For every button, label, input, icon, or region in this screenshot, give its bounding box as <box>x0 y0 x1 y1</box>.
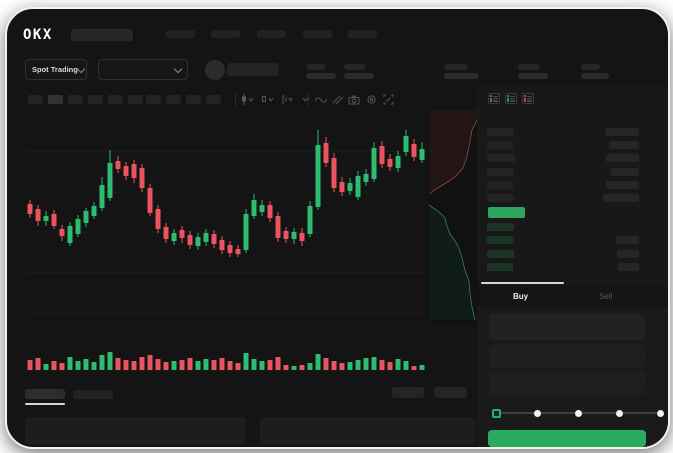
candle-interval-icon[interactable] <box>240 93 256 106</box>
toggle-glyph-row <box>507 97 515 100</box>
timeframe-button[interactable] <box>166 95 181 104</box>
slider-stop[interactable] <box>656 409 664 417</box>
stat-value-placeholder <box>306 73 336 79</box>
toggle-glyph-row <box>507 95 515 98</box>
timeframe-button[interactable] <box>108 95 123 104</box>
toolbar-divider <box>308 93 309 106</box>
price-input[interactable] <box>489 314 645 340</box>
stat-value-placeholder <box>581 73 609 79</box>
timeframe-button[interactable] <box>68 95 83 104</box>
stat-value-placeholder <box>344 73 374 79</box>
ask-row-price[interactable] <box>487 194 514 202</box>
buy-submit-button[interactable] <box>488 430 646 447</box>
bid-row-price[interactable] <box>487 250 514 258</box>
book-both-sides-icon[interactable] <box>488 93 500 104</box>
toggle-glyph-row <box>490 95 498 98</box>
bottom-action-button[interactable] <box>434 387 467 398</box>
ask-row-price[interactable] <box>487 181 513 189</box>
nav-item[interactable] <box>348 30 377 38</box>
toolbar-divider <box>235 93 236 106</box>
bid-row-price[interactable] <box>487 223 514 231</box>
timeframe-button[interactable] <box>206 95 221 104</box>
line-wave-icon[interactable] <box>313 93 329 106</box>
last-price-placeholder <box>227 63 279 76</box>
bid-row-amount[interactable] <box>616 236 639 244</box>
toggle-glyph-row <box>524 95 532 98</box>
ask-row-amount[interactable] <box>603 194 639 202</box>
nav-item[interactable] <box>166 30 195 38</box>
amount-input[interactable] <box>489 345 645 368</box>
ask-row-amount[interactable] <box>609 141 639 149</box>
chevron-down-icon[interactable] <box>297 93 313 106</box>
book-asks-only-icon[interactable] <box>522 93 534 104</box>
market-type-dropdown[interactable]: Spot Trading <box>25 59 87 80</box>
bid-row-price[interactable] <box>487 263 513 271</box>
settings-gear-icon[interactable] <box>363 93 379 106</box>
stat-label-placeholder <box>344 64 366 70</box>
timeframe-button[interactable] <box>146 95 161 104</box>
stat-label-placeholder <box>581 64 600 70</box>
slider-handle-active[interactable] <box>491 408 501 418</box>
bottom-action-button[interactable] <box>392 387 424 398</box>
bid-row-amount[interactable] <box>617 250 639 258</box>
timeframe-button[interactable] <box>28 95 43 104</box>
slider-stop[interactable] <box>533 409 541 417</box>
okx-logo: OKX <box>23 27 53 43</box>
chart-style-icon[interactable] <box>260 93 276 106</box>
bottom-row-panel[interactable] <box>25 417 246 444</box>
tab-sell[interactable]: Sell <box>599 292 613 301</box>
bid-row-amount[interactable] <box>618 263 639 271</box>
compare-icon[interactable] <box>279 93 295 106</box>
ask-row-price[interactable] <box>487 128 514 136</box>
stat-value-placeholder <box>444 73 479 79</box>
toggle-glyph-row <box>507 99 515 102</box>
timeframe-button[interactable] <box>88 95 103 104</box>
ask-row-price[interactable] <box>487 168 514 176</box>
tablet-device-frame: OKX Spot Trading Buy Sell <box>5 7 670 449</box>
toggle-glyph-row <box>524 97 532 100</box>
fullscreen-icon[interactable] <box>380 93 396 106</box>
timeframe-button[interactable] <box>48 95 63 104</box>
buy-tab-indicator <box>481 282 564 284</box>
slider-stop[interactable] <box>615 409 623 417</box>
pair-dropdown[interactable] <box>98 59 188 80</box>
nav-item[interactable] <box>211 30 240 38</box>
slider-stop[interactable] <box>574 409 582 417</box>
ask-row-amount[interactable] <box>611 168 639 176</box>
bid-row-price[interactable] <box>487 236 513 244</box>
header-title-placeholder <box>71 29 133 41</box>
ask-row-amount[interactable] <box>605 128 639 136</box>
toggle-glyph-row <box>490 99 498 102</box>
bottom-tab-active[interactable] <box>25 389 65 399</box>
timeframe-button[interactable] <box>128 95 143 104</box>
last-price-pill[interactable] <box>488 207 525 218</box>
nav-item[interactable] <box>303 30 332 38</box>
candlestick-chart[interactable] <box>7 9 668 447</box>
toggle-glyph-row <box>524 99 532 102</box>
bottom-tab-underline <box>25 403 65 405</box>
ask-row-amount[interactable] <box>606 154 639 162</box>
book-bids-only-icon[interactable] <box>505 93 517 104</box>
stat-label-placeholder <box>444 64 468 70</box>
camera-icon[interactable] <box>346 93 362 106</box>
tab-buy[interactable]: Buy <box>513 292 529 301</box>
bottom-row-panel[interactable] <box>260 417 476 444</box>
indicators-icon[interactable] <box>330 93 346 106</box>
market-type-label: Spot Trading <box>32 65 78 74</box>
ask-row-amount[interactable] <box>606 181 639 189</box>
stat-label-placeholder <box>306 64 326 70</box>
ask-row-price[interactable] <box>487 141 513 149</box>
stat-value-placeholder <box>518 73 548 79</box>
stat-label-placeholder <box>518 64 540 70</box>
bottom-tab[interactable] <box>73 390 113 399</box>
toggle-glyph-row <box>490 97 498 100</box>
ask-row-price[interactable] <box>487 154 515 162</box>
nav-item[interactable] <box>257 30 286 38</box>
timeframe-button[interactable] <box>186 95 201 104</box>
total-input[interactable] <box>489 371 645 395</box>
pair-coin-avatar <box>205 60 225 80</box>
